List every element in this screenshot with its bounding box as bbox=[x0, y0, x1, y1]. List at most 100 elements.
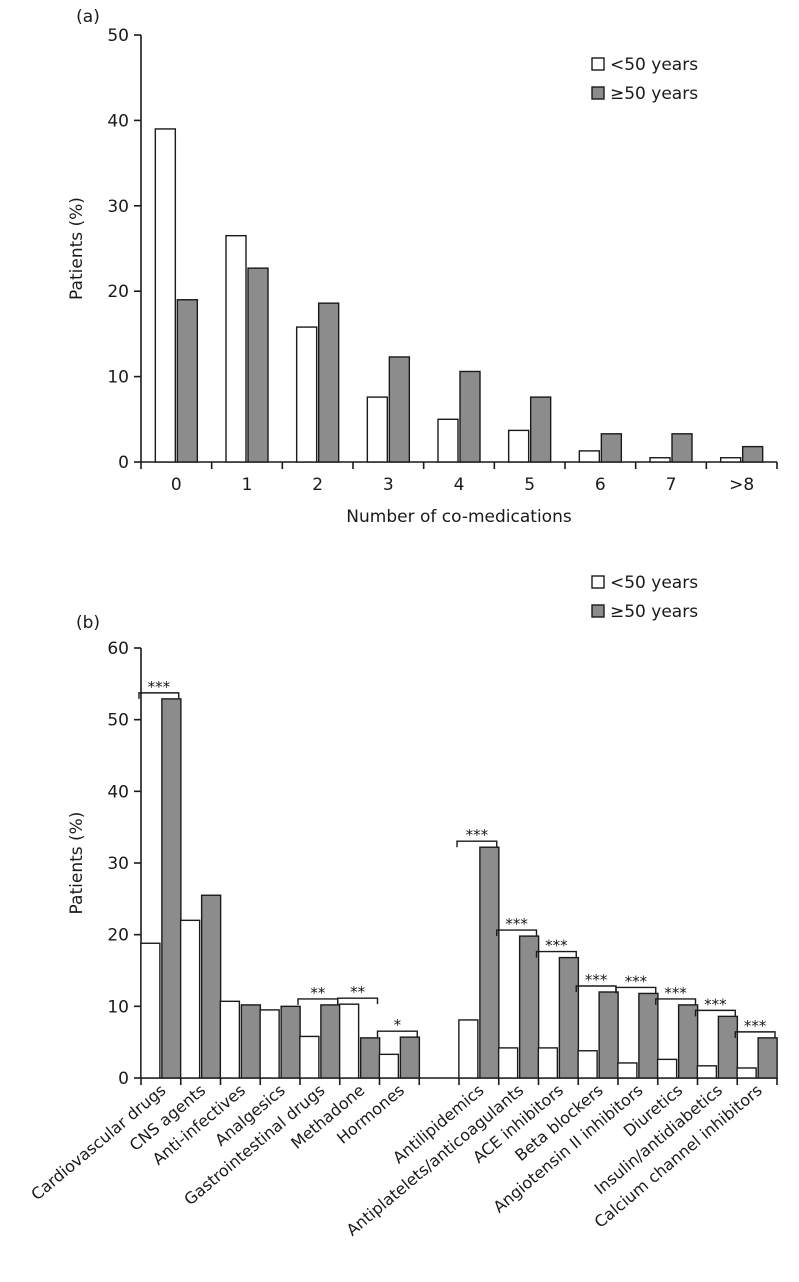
bar-under-50 bbox=[458, 1019, 479, 1079]
bar-50-plus bbox=[518, 935, 540, 1079]
y-tick-label: 0 bbox=[118, 453, 129, 473]
significance-bracket bbox=[376, 1030, 418, 1038]
bar-50-plus bbox=[459, 370, 481, 463]
bar-under-50 bbox=[295, 326, 318, 463]
y-tick-label: 30 bbox=[107, 197, 129, 217]
x-tick-label: >8 bbox=[729, 475, 754, 495]
bar-50-plus bbox=[671, 433, 693, 463]
bar-under-50 bbox=[225, 234, 247, 463]
significance-marker: *** bbox=[744, 1017, 767, 1035]
legend-label: <50 years bbox=[610, 55, 698, 75]
bar-under-50 bbox=[219, 1000, 241, 1079]
bar-50-plus bbox=[399, 1036, 421, 1079]
bar-under-50 bbox=[179, 919, 201, 1079]
bar-50-plus bbox=[176, 299, 199, 463]
x-tick-label: 5 bbox=[524, 475, 535, 495]
bar-50-plus bbox=[200, 894, 222, 1079]
x-tick-label: 6 bbox=[595, 475, 606, 495]
bar-50-plus bbox=[677, 1004, 699, 1079]
significance-marker: *** bbox=[704, 995, 727, 1013]
significance-marker: *** bbox=[545, 937, 568, 955]
y-tick-label: 20 bbox=[107, 282, 129, 302]
bar-under-50 bbox=[537, 1047, 559, 1079]
y-tick-label: 40 bbox=[107, 782, 129, 802]
panel-label: (b) bbox=[76, 613, 100, 633]
bar-under-50 bbox=[578, 450, 601, 463]
x-tick-label: 7 bbox=[666, 475, 677, 495]
significance-bracket bbox=[615, 986, 657, 994]
significance-marker: * bbox=[394, 1016, 402, 1034]
significance-bracket bbox=[337, 997, 379, 1005]
panel-label: (a) bbox=[76, 7, 100, 27]
bar-50-plus bbox=[757, 1037, 778, 1079]
significance-bracket bbox=[456, 840, 498, 848]
bar-50-plus bbox=[600, 433, 623, 463]
x-tick-label: 1 bbox=[242, 475, 253, 495]
bar-under-50 bbox=[577, 1050, 598, 1079]
bar-50-plus bbox=[479, 846, 500, 1079]
bar-50-plus bbox=[529, 396, 552, 463]
significance-marker: *** bbox=[466, 826, 489, 844]
legend-swatch-50-plus bbox=[591, 86, 605, 100]
significance-marker: ** bbox=[310, 984, 326, 1002]
bar-50-plus bbox=[598, 991, 619, 1079]
bar-under-50 bbox=[696, 1065, 718, 1079]
bar-under-50 bbox=[154, 128, 177, 463]
bar-under-50 bbox=[140, 942, 161, 1079]
bar-under-50 bbox=[378, 1053, 400, 1079]
bar-under-50 bbox=[497, 1047, 519, 1079]
x-tick-label: 4 bbox=[454, 475, 465, 495]
bar-under-50 bbox=[299, 1035, 320, 1079]
bar-under-50 bbox=[656, 1058, 678, 1079]
significance-marker: *** bbox=[585, 971, 608, 989]
significance-marker: *** bbox=[148, 678, 171, 696]
legend-label: ≥50 years bbox=[610, 602, 698, 622]
bar-50-plus bbox=[717, 1015, 739, 1079]
y-tick-label: 10 bbox=[107, 368, 129, 388]
significance-marker: *** bbox=[505, 915, 528, 933]
significance-bracket bbox=[535, 950, 577, 958]
y-tick-label: 30 bbox=[107, 854, 129, 874]
bar-under-50 bbox=[259, 1009, 280, 1079]
significance-bracket bbox=[655, 998, 697, 1005]
y-tick-label: 0 bbox=[118, 1069, 129, 1089]
y-tick-label: 40 bbox=[107, 111, 129, 131]
bar-under-50 bbox=[507, 429, 530, 463]
significance-bracket bbox=[694, 1009, 736, 1017]
bar-50-plus bbox=[161, 698, 182, 1079]
x-axis-label: Number of co-medications bbox=[346, 507, 572, 527]
legend-swatch-under-50 bbox=[591, 57, 605, 71]
significance-marker: ** bbox=[350, 983, 366, 1001]
bar-50-plus bbox=[638, 992, 659, 1079]
bar-50-plus bbox=[280, 1005, 301, 1079]
y-axis-label: Patients (%) bbox=[67, 197, 87, 300]
bar-under-50 bbox=[736, 1067, 757, 1079]
bar-under-50 bbox=[437, 418, 459, 463]
bar-50-plus bbox=[240, 1004, 262, 1079]
significance-marker: *** bbox=[664, 984, 687, 1002]
y-tick-label: 50 bbox=[107, 26, 129, 46]
legend-swatch-50-plus bbox=[591, 604, 605, 618]
legend-label: ≥50 years bbox=[610, 84, 698, 104]
bar-under-50 bbox=[366, 396, 389, 463]
bar-50-plus bbox=[317, 302, 340, 463]
y-axis-label: Patients (%) bbox=[67, 812, 87, 915]
panel-a: (a) 0 10 20 30 40 50 Patients (%) 0 1 2 3 4 5 6 7 >8 Numb… bbox=[67, 7, 778, 527]
bar-under-50 bbox=[338, 1003, 360, 1079]
y-tick-label: 10 bbox=[107, 997, 129, 1017]
bar-50-plus bbox=[247, 267, 269, 463]
y-tick-label: 60 bbox=[107, 639, 129, 659]
significance-marker: *** bbox=[625, 972, 648, 990]
bar-50-plus bbox=[388, 356, 411, 463]
significance-bracket bbox=[734, 1031, 776, 1038]
legend-label: <50 years bbox=[610, 573, 698, 593]
bar-under-50 bbox=[649, 457, 671, 463]
significance-bracket bbox=[138, 692, 180, 699]
bar-50-plus bbox=[320, 1004, 341, 1079]
y-tick-label: 50 bbox=[107, 711, 129, 731]
bar-under-50 bbox=[719, 457, 742, 463]
x-tick-label: 2 bbox=[312, 475, 323, 495]
bar-50-plus bbox=[741, 445, 764, 463]
x-tick-label: 0 bbox=[171, 475, 182, 495]
